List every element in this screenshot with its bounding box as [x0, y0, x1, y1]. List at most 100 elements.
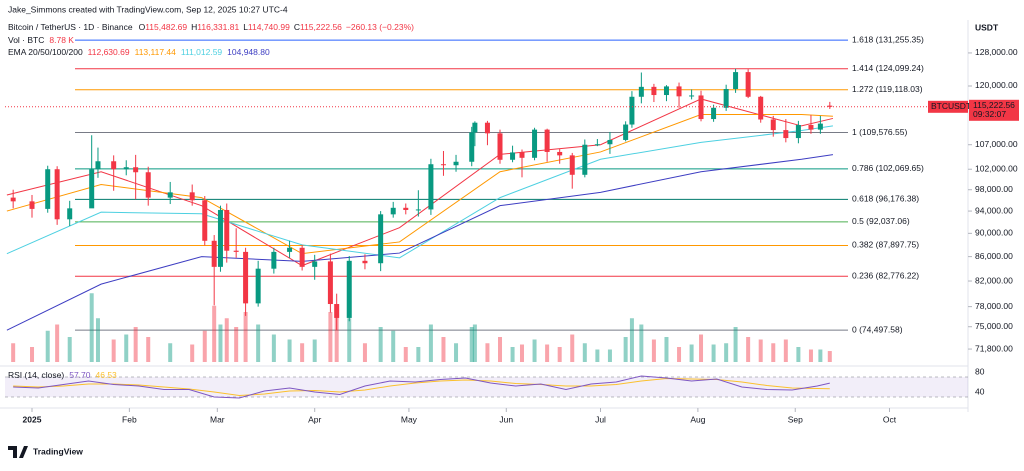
ema-line-series [6, 98, 834, 267]
candle-body [497, 133, 503, 160]
candle-body [484, 122, 490, 134]
candle-body [428, 164, 434, 210]
x-tick-label: Feb [122, 414, 137, 424]
ohlc-value: 116,331.81 [197, 22, 239, 32]
volume-bar [95, 318, 100, 362]
volume-bar [510, 347, 515, 362]
currency: USDT [975, 22, 999, 32]
rsi-value: 57.70 [69, 370, 91, 380]
volume-bar [218, 324, 223, 362]
volume-bar [441, 337, 446, 362]
volume-bar [623, 337, 628, 362]
fib-label: 0.236 (82,776.22) [852, 270, 919, 280]
volume-bar [454, 343, 459, 362]
volume-bar [532, 339, 537, 362]
volume-bar [651, 339, 656, 362]
volume-bar [783, 339, 788, 362]
candle-body [299, 247, 305, 267]
last-price: 115,222.56 [973, 100, 1015, 110]
volume-bar [111, 339, 116, 362]
candle-body [629, 96, 635, 125]
candle-body [334, 304, 340, 318]
volume-bar [607, 349, 612, 362]
brand-name: TradingView [33, 446, 83, 456]
y-tick-label: 107,000.00 [975, 139, 1018, 149]
y-tick-label: 128,000.00 [975, 47, 1018, 57]
candle-body [651, 86, 657, 96]
x-tick-label: Jun [499, 414, 513, 424]
candle-body [827, 105, 833, 107]
volume-bar [287, 339, 292, 362]
ema-value: 104,948.80 [227, 47, 270, 57]
x-tick-label: Mar [210, 414, 225, 424]
volume-bar [55, 324, 60, 362]
fib-label: 1.272 (119,118.03) [852, 84, 923, 94]
volume-bar [190, 344, 195, 362]
rsi-tick-label: 80 [975, 366, 985, 376]
volume-bar [724, 343, 729, 362]
y-tick-label: 78,000.00 [975, 301, 1013, 311]
volume-bar [224, 318, 229, 362]
symbol-tag-box [928, 100, 968, 113]
candle-body [287, 247, 293, 252]
candle-body [676, 86, 682, 97]
volume-bar [146, 337, 151, 362]
volume-bar [212, 305, 217, 362]
candle-body [472, 122, 478, 133]
ohlc-key: L [243, 22, 248, 32]
credit: Jake_Simmons created with TradingView.co… [8, 4, 288, 14]
volume-line: Vol · BTC 8.78 K [8, 35, 74, 45]
candle-body [582, 144, 588, 175]
candle-body [519, 152, 525, 158]
volume-bar [168, 343, 173, 362]
volume-bar [595, 349, 600, 362]
candle-body [440, 164, 446, 166]
candle-body [607, 139, 613, 145]
volume-bar [403, 347, 408, 362]
ema-value: 111,012.59 [181, 47, 223, 57]
volume-bar [89, 293, 94, 362]
fib-label: 1.414 (124,099.24) [852, 63, 924, 73]
volume-bar [557, 347, 562, 362]
volume-bar [582, 343, 587, 362]
volume-bar [629, 318, 634, 362]
rsi-line [13, 375, 830, 399]
y-tick-label: 75,000.00 [975, 321, 1013, 331]
candle-body [54, 169, 60, 220]
candle-body [95, 161, 101, 170]
candle-body [733, 72, 739, 89]
candle-body [217, 209, 223, 267]
candle-body [638, 86, 644, 97]
volume-bar [347, 318, 352, 362]
volume-bar [771, 343, 776, 362]
y-tick-label: 82,000.00 [975, 275, 1013, 285]
ema-line-series [6, 154, 834, 331]
brand: TradingView [8, 446, 83, 458]
candle-body [202, 200, 208, 241]
x-tick-label: 2025 [23, 414, 42, 424]
volume-bar [133, 327, 138, 362]
x-tick-label: May [401, 414, 418, 424]
candle-body [390, 207, 396, 215]
candle-body [817, 123, 823, 130]
fib-label: 1.618 (131,255.35) [852, 34, 924, 44]
symbol: Bitcoin / TetherUS · 1D · Binance [8, 22, 133, 32]
x-tick-label: Jul [595, 414, 606, 424]
rsi-tick-label: 40 [975, 386, 985, 396]
volume-bar [256, 324, 261, 362]
candle-body [469, 132, 475, 162]
candle-body [758, 96, 764, 120]
volume-bar [664, 337, 669, 362]
y-tick-label: 102,000.00 [975, 163, 1018, 173]
candle-body [783, 130, 789, 139]
candle-body [569, 155, 575, 175]
candle-body [233, 250, 239, 252]
candle-body [415, 209, 421, 211]
x-tick-label: Apr [308, 414, 321, 424]
candle-body [224, 209, 230, 251]
volume-bar [570, 334, 575, 362]
ohlc-value: 115,222.56 [300, 22, 342, 32]
volume-bar [711, 344, 716, 362]
